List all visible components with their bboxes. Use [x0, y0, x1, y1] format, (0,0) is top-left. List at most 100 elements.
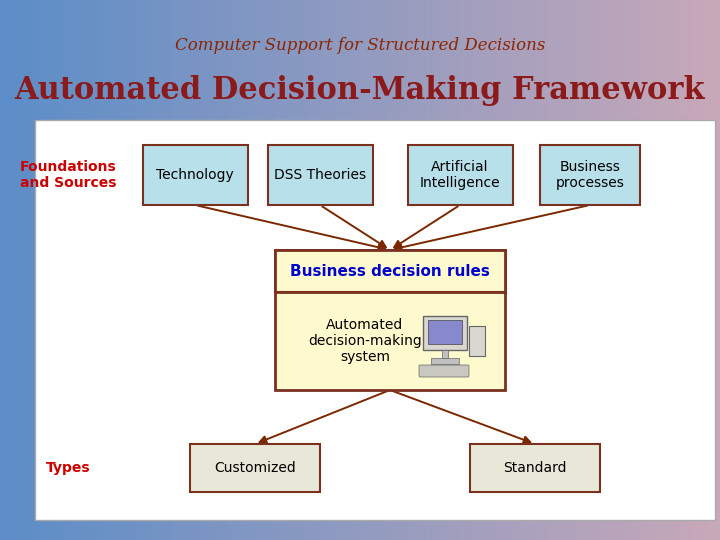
Bar [454, 0, 457, 540]
Bar [158, 0, 162, 540]
Bar [235, 0, 238, 540]
Bar [283, 0, 287, 540]
Bar [58, 0, 61, 540]
Bar [106, 0, 109, 540]
Bar [250, 0, 253, 540]
Bar [612, 0, 616, 540]
Bar [324, 0, 328, 540]
Bar [463, 0, 467, 540]
Bar [63, 0, 66, 540]
Bar [257, 0, 260, 540]
Bar [425, 0, 428, 540]
Bar [331, 0, 335, 540]
Bar [408, 145, 513, 205]
Bar [70, 0, 73, 540]
Bar [45, 0, 49, 540]
Bar [101, 0, 104, 540]
Bar [634, 0, 637, 540]
Bar [317, 0, 320, 540]
Bar [533, 0, 536, 540]
Bar [660, 0, 663, 540]
Bar [161, 0, 164, 540]
Bar [276, 0, 279, 540]
Bar [585, 0, 589, 540]
Bar [670, 0, 673, 540]
Bar [713, 0, 716, 540]
Bar [199, 0, 202, 540]
Bar [545, 0, 548, 540]
Bar [279, 0, 282, 540]
Bar [89, 0, 92, 540]
Bar [9, 0, 13, 540]
Bar [31, 0, 35, 540]
Bar [137, 0, 140, 540]
Bar [358, 0, 361, 540]
Bar [600, 0, 603, 540]
Bar [379, 0, 382, 540]
Bar [567, 0, 570, 540]
Bar [185, 0, 188, 540]
Bar [451, 0, 454, 540]
Bar [144, 0, 148, 540]
Bar [603, 0, 606, 540]
Bar [355, 0, 359, 540]
Bar [74, 0, 78, 540]
Bar [708, 0, 711, 540]
Bar [142, 0, 145, 540]
Bar [480, 0, 483, 540]
Bar [521, 0, 524, 540]
Bar [53, 0, 56, 540]
Bar [475, 0, 479, 540]
Bar [297, 0, 301, 540]
Bar [693, 0, 697, 540]
Text: Automated Decision-Making Framework: Automated Decision-Making Framework [14, 75, 706, 105]
Bar [449, 0, 452, 540]
Text: Artificial
Intelligence: Artificial Intelligence [420, 160, 500, 190]
Bar [103, 0, 107, 540]
Bar [238, 0, 241, 540]
Bar [691, 0, 695, 540]
Bar [590, 0, 594, 540]
Bar [439, 0, 443, 540]
Bar [684, 0, 688, 540]
Bar [346, 0, 349, 540]
Bar [360, 0, 364, 540]
Bar [689, 0, 692, 540]
Bar [677, 0, 680, 540]
Bar [5, 0, 8, 540]
Bar [382, 0, 385, 540]
Bar [348, 0, 351, 540]
Bar [202, 0, 205, 540]
Bar [415, 0, 418, 540]
Text: Computer Support for Structured Decisions: Computer Support for Structured Decision… [175, 37, 545, 53]
Text: Standard: Standard [503, 461, 567, 475]
Bar [329, 0, 332, 540]
Bar [86, 0, 90, 540]
Bar [718, 0, 720, 540]
Bar [408, 0, 411, 540]
Bar [151, 0, 155, 540]
Bar [153, 0, 157, 540]
Bar [682, 0, 685, 540]
Bar [413, 0, 416, 540]
Bar [230, 0, 234, 540]
Bar [626, 0, 630, 540]
Bar [240, 0, 243, 540]
Bar [286, 0, 289, 540]
Bar [387, 0, 390, 540]
Bar [67, 0, 71, 540]
Text: Automated
decision-making
system: Automated decision-making system [308, 318, 422, 364]
Bar [369, 0, 373, 540]
Bar [562, 0, 565, 540]
Bar [675, 0, 678, 540]
Bar [535, 0, 539, 540]
Bar [667, 0, 670, 540]
Bar [96, 0, 99, 540]
Bar [646, 0, 649, 540]
Bar [405, 0, 409, 540]
Bar [477, 0, 481, 540]
Bar [549, 0, 553, 540]
Bar [473, 0, 476, 540]
Bar [41, 0, 44, 540]
Bar [581, 0, 584, 540]
